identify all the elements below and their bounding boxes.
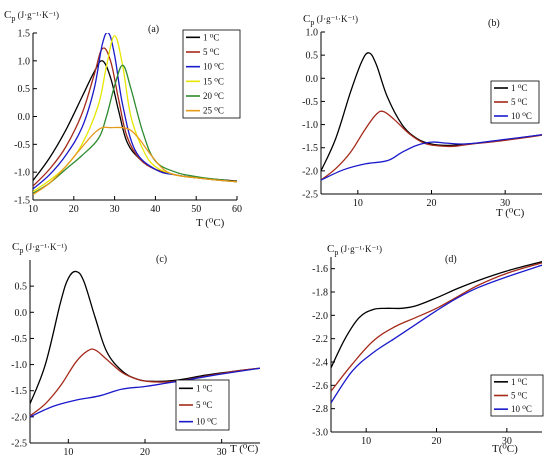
panel-d-legend: 1 ⁰C 5 ⁰C 10 ⁰C <box>490 374 544 417</box>
panel-a-legend-label: 15 ⁰C <box>203 76 224 86</box>
panel-d: -3.0 -2.8 -2.6 -2.4 -2.2 -2.0 -1.8 -1.6 10 20 30 1 … <box>312 243 544 455</box>
panel-c-ytick-label: -1.0 <box>11 360 27 371</box>
panel-a-legend-label: 5 ⁰C <box>203 47 219 57</box>
panel-b-legend: 1 ⁰C 5 ⁰C 10 ⁰C <box>490 80 540 124</box>
panel-d-ytick-label: -2.4 <box>312 358 328 369</box>
panel-a-ylabel: Cp (J·g⁻¹·K⁻¹) <box>4 9 59 23</box>
panel-b-ylabel: Cp (J·g⁻¹·K⁻¹) <box>303 13 358 27</box>
panel-a: -1.5 -1.0 -0.5 0.0 0.5 1.0 1.5 10 20 30 40 50 60 1 ⁰C… <box>4 9 242 229</box>
panel-b-series-line-2 <box>321 134 542 181</box>
panel-b-legend-label: 1 ⁰C <box>511 83 527 93</box>
panel-c-series-line-0 <box>30 270 260 405</box>
panel-a-legend: 1 ⁰C 5 ⁰C 10 ⁰C 15 ⁰C 20 ⁰C 25 ⁰C <box>182 29 241 119</box>
panel-c-ytick-label: -2.5 <box>11 439 27 450</box>
panel-a-series-line-4 <box>33 64 237 194</box>
panel-b-legend-label: 10 ⁰C <box>511 111 532 121</box>
panel-b-ytick-label: -0.5 <box>302 97 318 108</box>
panel-b-ytick-label: -1.5 <box>302 143 318 154</box>
panel-c-xtick-label: 10 <box>63 447 73 458</box>
panel-b: -2.5 -2.0 -1.5 -1.0 -0.5 0.0 0.5 1.0 10 20 30 1 ⁰C 5… <box>302 13 542 219</box>
panel-b-xtick-label: 10 <box>353 198 363 209</box>
panel-c-ylabel: Cp (J·g⁻¹·K⁻¹) <box>12 241 67 255</box>
panel-c-legend-label: 1 ⁰C <box>196 383 212 393</box>
panel-b-ytick-label: 1.0 <box>306 28 319 39</box>
panel-c-ytick-label: -0.5 <box>11 334 27 345</box>
panel-c-xlabel: T (⁰C) <box>230 443 259 455</box>
panel-a-ytick-label: -1.0 <box>14 168 30 179</box>
panel-c-ytick-label: -1.5 <box>11 386 27 397</box>
panel-b-legend-label: 5 ⁰C <box>511 97 527 107</box>
panel-c: -2.5 -2.0 -1.5 -1.0 -0.5 0.0 0.5 10 20 30 1 ⁰C 5 ⁰C… <box>11 241 260 458</box>
panel-d-xlabel: T(⁰C) <box>492 443 518 455</box>
panel-d-ytick-label: -1.8 <box>312 288 328 299</box>
panel-a-xtick-label: 60 <box>232 204 242 215</box>
panel-d-series-line-0 <box>331 261 542 369</box>
panel-a-label: (a) <box>148 24 159 35</box>
panel-d-ytick-label: -2.2 <box>312 334 328 345</box>
panel-b-ytick-label: 0.0 <box>306 74 319 85</box>
panel-a-legend-label: 20 ⁰C <box>203 91 224 101</box>
panel-d-ytick-label: -2.6 <box>312 381 328 392</box>
panel-a-series-group <box>33 33 237 195</box>
panel-a-xtick-label: 50 <box>191 204 201 215</box>
panel-c-xtick-label: 30 <box>217 447 227 458</box>
panel-a-ytick-label: -1.5 <box>14 196 30 207</box>
panel-c-label: (c) <box>156 254 167 265</box>
panel-d-label: (d) <box>445 254 457 265</box>
panel-a-ytick-label: -0.5 <box>14 140 30 151</box>
panel-d-ytick-label: -2.8 <box>312 404 328 415</box>
panel-a-xtick-label: 30 <box>110 204 120 215</box>
panel-c-ytick-label: 0.0 <box>15 308 28 319</box>
panel-d-legend-label: 5 ⁰C <box>511 391 527 401</box>
panel-c-legend-label: 5 ⁰C <box>196 400 212 410</box>
panel-c-ytick-label: 0.5 <box>15 282 28 293</box>
panel-a-series-line-5 <box>33 126 237 195</box>
panel-d-xtick-label: 20 <box>432 436 442 447</box>
panel-b-ytick-label: -2.5 <box>302 190 318 201</box>
panel-b-series-line-1 <box>321 110 542 181</box>
panel-a-ytick-label: 1.0 <box>18 56 31 67</box>
panel-d-series-group <box>331 261 542 404</box>
panel-d-xtick-label: 30 <box>502 436 512 447</box>
panel-d-ylabel: Cp (J·g⁻¹·K⁻¹) <box>327 243 382 257</box>
panel-d-ytick-label: -1.6 <box>312 264 328 275</box>
panel-c-legend-label: 10 ⁰C <box>196 417 217 427</box>
panel-b-ytick-label: 0.5 <box>306 51 319 62</box>
panel-c-series-line-2 <box>30 367 260 418</box>
panel-c-ytick-label: -2.0 <box>11 412 27 423</box>
panel-d-ytick-label: -2.0 <box>312 311 328 322</box>
panel-b-label: (b) <box>488 18 500 29</box>
panel-c-legend: 1 ⁰C 5 ⁰C 10 ⁰C <box>175 379 230 431</box>
panel-a-legend-label: 10 ⁰C <box>203 62 224 72</box>
panel-b-xlabel: T (⁰C) <box>496 207 525 219</box>
panel-a-legend-label: 1 ⁰C <box>203 32 219 42</box>
panel-a-ytick-label: 1.5 <box>18 29 31 40</box>
panel-c-series-group <box>30 270 260 418</box>
panel-d-series-line-1 <box>331 262 542 392</box>
panel-d-xtick-label: 10 <box>361 436 371 447</box>
panel-a-ytick-label: 0.5 <box>18 84 31 95</box>
panel-a-xtick-label: 10 <box>28 204 38 215</box>
panel-d-series-line-2 <box>331 264 542 404</box>
panel-a-legend-label: 25 ⁰C <box>203 106 224 116</box>
panel-b-ytick-label: -1.0 <box>302 120 318 131</box>
panel-c-xtick-label: 20 <box>140 447 150 458</box>
panel-a-xtick-label: 20 <box>69 204 79 215</box>
panel-d-ytick-label: -3.0 <box>312 428 328 439</box>
panel-a-legend-box <box>182 29 241 119</box>
panel-a-xtick-label: 40 <box>150 204 160 215</box>
panel-d-legend-label: 10 ⁰C <box>511 404 532 414</box>
panel-b-series-group <box>321 52 542 181</box>
panel-d-legend-label: 1 ⁰C <box>511 377 527 387</box>
panel-b-ytick-label: -2.0 <box>302 166 318 177</box>
panel-b-xtick-label: 30 <box>500 198 510 209</box>
panel-b-xtick-label: 20 <box>427 198 437 209</box>
panel-a-ytick-label: 0.0 <box>18 112 31 123</box>
panel-a-xlabel: T (⁰C) <box>196 217 225 229</box>
